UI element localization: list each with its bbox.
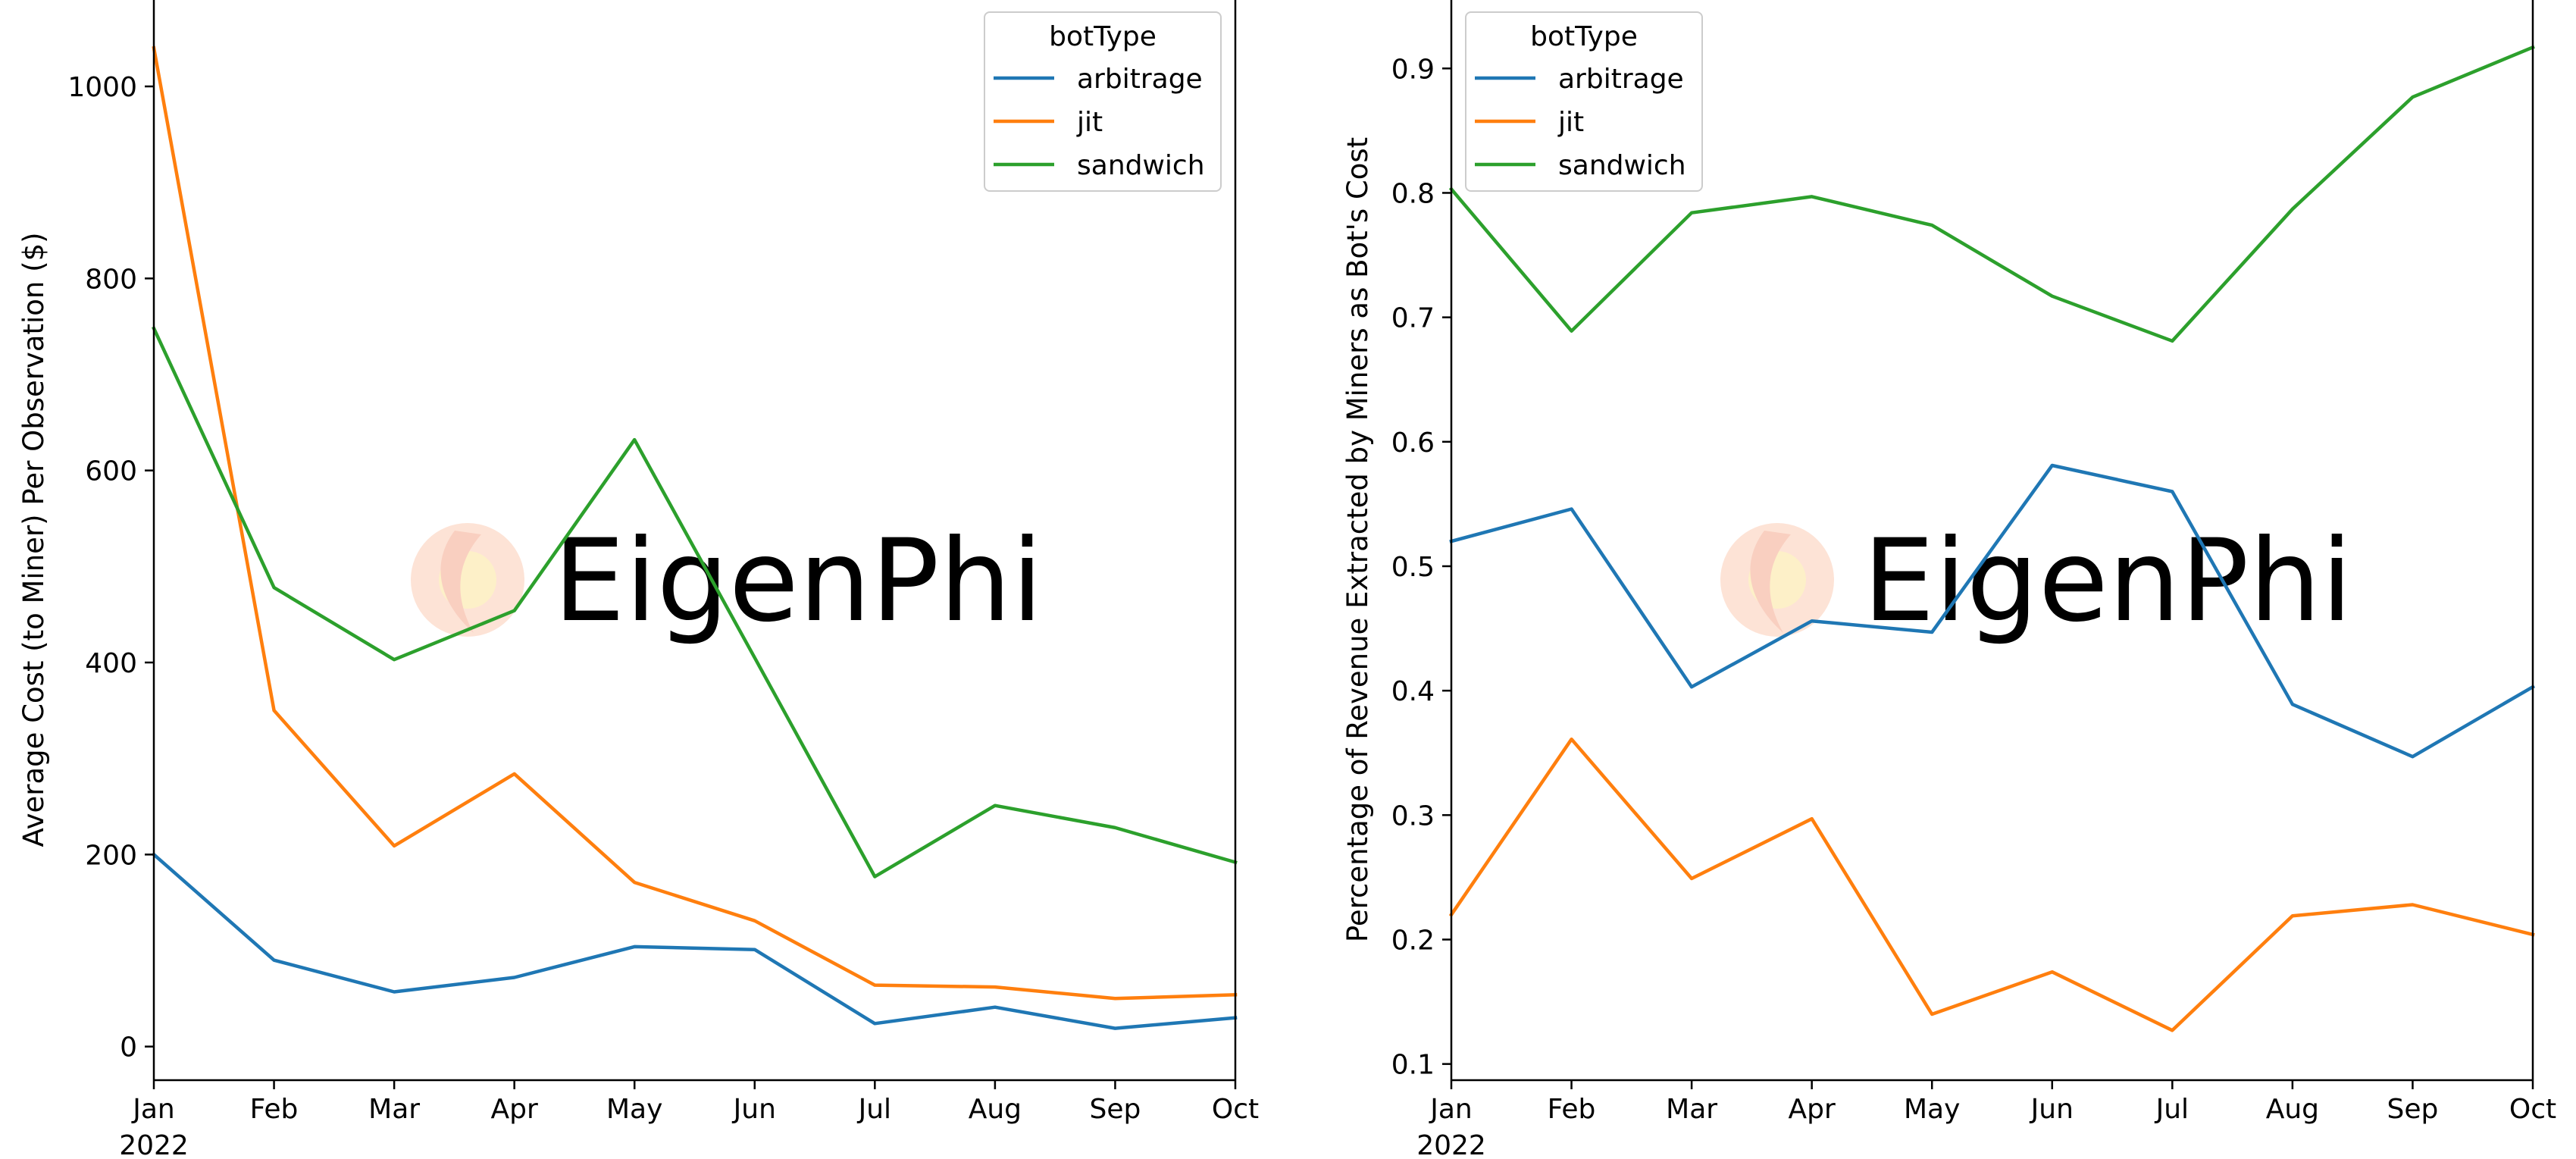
left-legend: botType arbitrage jit sandwich [984, 11, 1222, 192]
left-series-lines [151, 45, 1238, 1030]
y-tick-label: 200 [85, 840, 137, 871]
legend-label-sandwich: sandwich [1558, 150, 1686, 181]
series-line-arbitrage [151, 852, 1238, 1030]
x-year-label: 2022 [119, 1130, 189, 1159]
y-tick-label: 0.8 [1391, 178, 1435, 209]
left-chart-panel: 0 200 400 600 800 1000 Jan Feb Mar Apr May Jun Jul Au… [17, 0, 1259, 1159]
y-tick-label: 800 [85, 264, 137, 295]
x-tick-label: Aug [2266, 1094, 2319, 1125]
eigenphi-logo-icon [1720, 523, 1834, 637]
watermark-text: EigenPhi [553, 515, 1043, 647]
legend-box [1465, 11, 1703, 192]
eigenphi-logo-icon [411, 523, 524, 637]
watermark-text: EigenPhi [1863, 515, 2352, 647]
x-tick-label: Aug [969, 1094, 1022, 1125]
series-line-sandwich [1448, 45, 2535, 343]
left-y-axis-title: Average Cost (to Miner) Per Observation … [17, 232, 50, 847]
left-axis-ticks: 0 200 400 600 800 1000 Jan Feb Mar Apr May Jun Jul Au… [67, 72, 1259, 1159]
y-tick-label: 0 [120, 1032, 137, 1063]
x-tick-label: Sep [2387, 1094, 2439, 1125]
x-tick-label: Jun [732, 1094, 776, 1125]
y-tick-label: 0.4 [1391, 676, 1435, 707]
x-year-label: 2022 [1416, 1130, 1486, 1159]
x-tick-label: Oct [2509, 1094, 2556, 1125]
x-tick-label: Apr [1789, 1094, 1836, 1125]
x-tick-label: Sep [1090, 1094, 1141, 1125]
legend-label-jit: jit [1557, 107, 1584, 138]
series-line-arbitrage [1449, 463, 2536, 759]
y-tick-label: 0.7 [1391, 303, 1435, 334]
right-y-axis-title: Percentage of Revenue Extracted by Miner… [1341, 137, 1374, 942]
x-tick-label: Jan [1429, 1094, 1473, 1125]
right-axis-ticks: 0.1 0.2 0.3 0.4 0.5 0.6 0.7 0.8 0.9 Jan Feb Mar Apr M… [1391, 54, 2556, 1159]
y-tick-label: 1000 [67, 72, 137, 103]
watermark-left: EigenPhi [411, 515, 1043, 647]
y-tick-label: 0.6 [1391, 428, 1435, 459]
x-tick-label: Mar [1666, 1094, 1717, 1125]
x-tick-label: Feb [250, 1094, 299, 1125]
legend-label-arbitrage: arbitrage [1558, 64, 1684, 95]
x-tick-label: Jul [2155, 1094, 2189, 1125]
x-tick-label: Jul [857, 1094, 891, 1125]
series-line-jit [152, 45, 1238, 1001]
right-axes-frame [1450, 0, 2534, 1082]
legend-label-jit: jit [1076, 107, 1103, 138]
y-tick-label: 0.3 [1391, 800, 1435, 832]
y-tick-label: 0.9 [1391, 54, 1435, 85]
y-tick-label: 0.2 [1391, 925, 1435, 956]
y-tick-label: 600 [85, 456, 137, 487]
y-tick-label: 0.1 [1391, 1050, 1435, 1081]
x-tick-label: May [1904, 1094, 1960, 1125]
legend-label-sandwich: sandwich [1077, 150, 1205, 181]
y-tick-label: 0.5 [1391, 552, 1435, 583]
x-tick-label: May [606, 1094, 662, 1125]
x-tick-label: Jun [2030, 1094, 2074, 1125]
series-line-jit [1448, 737, 2535, 1032]
x-tick-label: Feb [1548, 1094, 1596, 1125]
left-axes-frame [152, 0, 1237, 1082]
right-legend: botType arbitrage jit sandwich [1465, 11, 1703, 192]
legend-box [984, 11, 1222, 192]
watermark-right: EigenPhi [1720, 515, 2352, 647]
x-tick-label: Jan [131, 1094, 175, 1125]
y-tick-label: 400 [85, 648, 137, 679]
right-chart-panel: 0.1 0.2 0.3 0.4 0.5 0.6 0.7 0.8 0.9 Jan Feb Mar Apr M… [1341, 0, 2556, 1159]
legend-label-arbitrage: arbitrage [1077, 64, 1203, 95]
series-line-sandwich [152, 326, 1238, 879]
legend-title: botType [1530, 21, 1638, 52]
x-tick-label: Mar [368, 1094, 420, 1125]
x-tick-label: Apr [491, 1094, 538, 1125]
x-tick-label: Oct [1212, 1094, 1259, 1125]
right-series-lines [1448, 45, 2536, 1032]
legend-title: botType [1049, 21, 1157, 52]
